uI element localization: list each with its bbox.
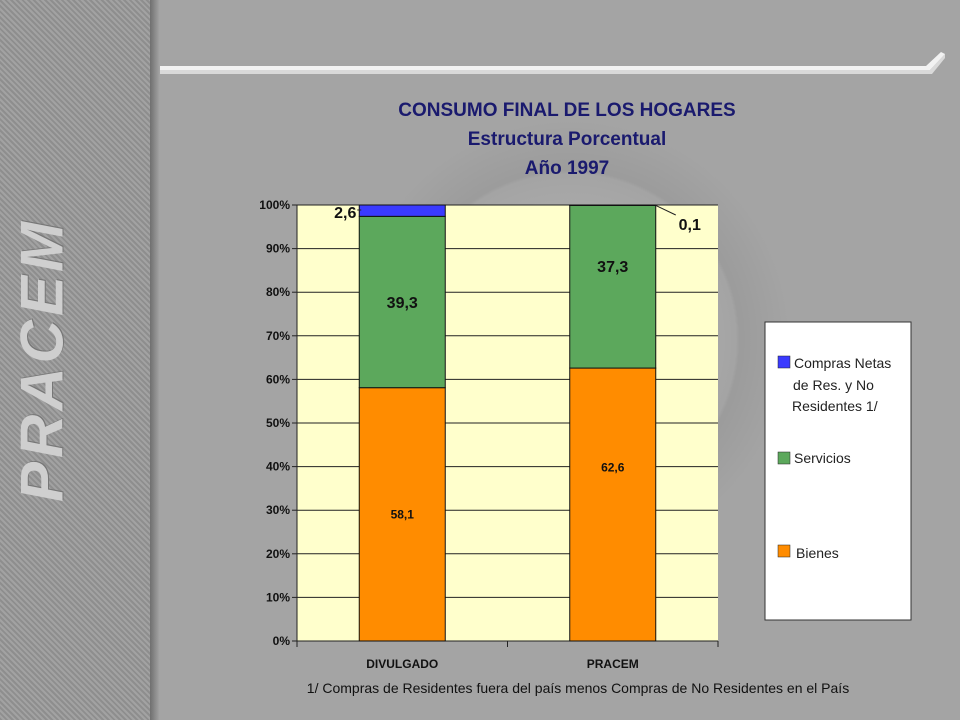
legend-swatch-compras: [777, 355, 791, 369]
y-tick-label: 50%: [266, 416, 290, 430]
bar-segment-compras: [569, 204, 657, 206]
legend: Compras Netas de Res. y No Residentes 1/…: [764, 321, 912, 621]
y-tick-label: 0%: [273, 634, 291, 648]
leader-line: [655, 204, 676, 216]
data-label-compras: 0,1: [679, 217, 701, 234]
data-label-bienes: 58,1: [391, 507, 415, 521]
left-decorative-band: [0, 0, 152, 720]
x-axis: DIVULGADO PRACEM: [296, 641, 719, 671]
y-tick-label: 70%: [266, 329, 290, 343]
x-category-label: DIVULGADO: [366, 657, 438, 671]
y-tick-label: 40%: [266, 460, 290, 474]
y-tick-label: 60%: [266, 372, 290, 386]
legend-swatch-servicios: [777, 451, 791, 465]
y-tick-label: 80%: [266, 285, 290, 299]
left-band-edge: [150, 0, 160, 720]
data-label-compras: 2,6: [334, 205, 356, 222]
bar-segment-servicios: [358, 215, 446, 389]
y-tick-label: 90%: [266, 242, 290, 256]
chart-title: CONSUMO FINAL DE LOS HOGARES: [398, 100, 735, 121]
bar-segment-servicios: [569, 204, 657, 369]
y-tick-label: 20%: [266, 547, 290, 561]
footnote: 1/ Compras de Residentes fuera del país …: [307, 680, 849, 696]
x-category-label: PRACEM: [587, 657, 639, 671]
bar-segment-bienes: [569, 367, 657, 642]
data-label-servicios: 39,3: [387, 295, 418, 312]
y-tick-label: 30%: [266, 503, 290, 517]
top-decorative-bar: [160, 52, 945, 74]
chart-subtitle-line-1: Estructura Porcentual: [468, 129, 667, 150]
legend-box: [764, 321, 912, 621]
data-label-bienes: 62,6: [601, 461, 625, 475]
legend-label-bienes: Bienes: [796, 545, 839, 561]
y-axis: 0% 10% 20% 30% 40% 50% 60% 70% 80% 90% 100%: [259, 198, 297, 648]
y-tick-label: 100%: [259, 198, 290, 212]
y-tick-label: 10%: [266, 590, 290, 604]
legend-label-servicios: Servicios: [794, 450, 851, 466]
bar-segment-compras: [358, 204, 446, 217]
legend-label-compras-line-3: Residentes 1/: [792, 398, 878, 414]
chart-subtitle-line-2: Año 1997: [525, 158, 609, 179]
legend-swatch-bienes: [777, 544, 791, 558]
legend-label-compras-line-2: de Res. y No: [793, 377, 874, 393]
data-label-servicios: 37,3: [597, 259, 628, 276]
legend-label-compras-line-1: Compras Netas: [794, 355, 891, 371]
bars: [358, 204, 657, 642]
bar-segment-bienes: [358, 387, 446, 642]
bar-labels: 58,1 39,3 2,6 62,6 37,3 0,1: [334, 204, 701, 521]
